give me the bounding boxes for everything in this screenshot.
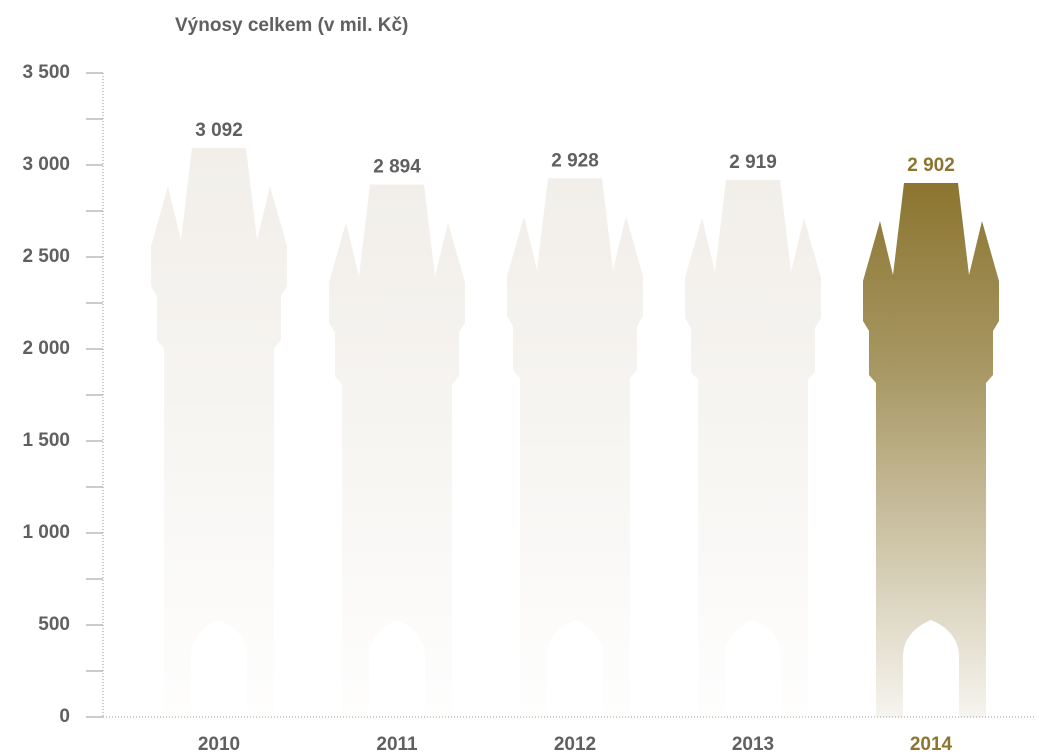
y-tick-label: 2 000 [22,338,70,359]
y-tick-label: 500 [38,614,70,635]
x-tick-label: 2012 [554,734,596,755]
x-tick-label: 2010 [198,734,240,755]
bar [329,184,465,717]
value-label: 2 902 [907,155,955,176]
y-tick-label: 3 500 [22,62,70,83]
y-tick-label: 1 000 [22,522,70,543]
y-tick-label: 3 000 [22,154,70,175]
y-tick-label: 1 500 [22,430,70,451]
x-tick-label: 2013 [732,734,774,755]
value-label: 3 092 [195,120,243,141]
chart-title: Výnosy celkem (v mil. Kč) [175,15,408,36]
y-tick-label: 2 500 [22,246,70,267]
bar [863,183,999,718]
value-label: 2 894 [373,157,421,178]
bar [151,148,287,717]
bar [507,178,643,718]
value-label: 2 928 [551,150,599,171]
x-tick-label: 2011 [376,734,418,755]
y-tick-label: 0 [59,706,70,727]
x-tick-label: 2014 [910,734,953,755]
bar [685,179,821,718]
value-label: 2 919 [729,152,777,173]
